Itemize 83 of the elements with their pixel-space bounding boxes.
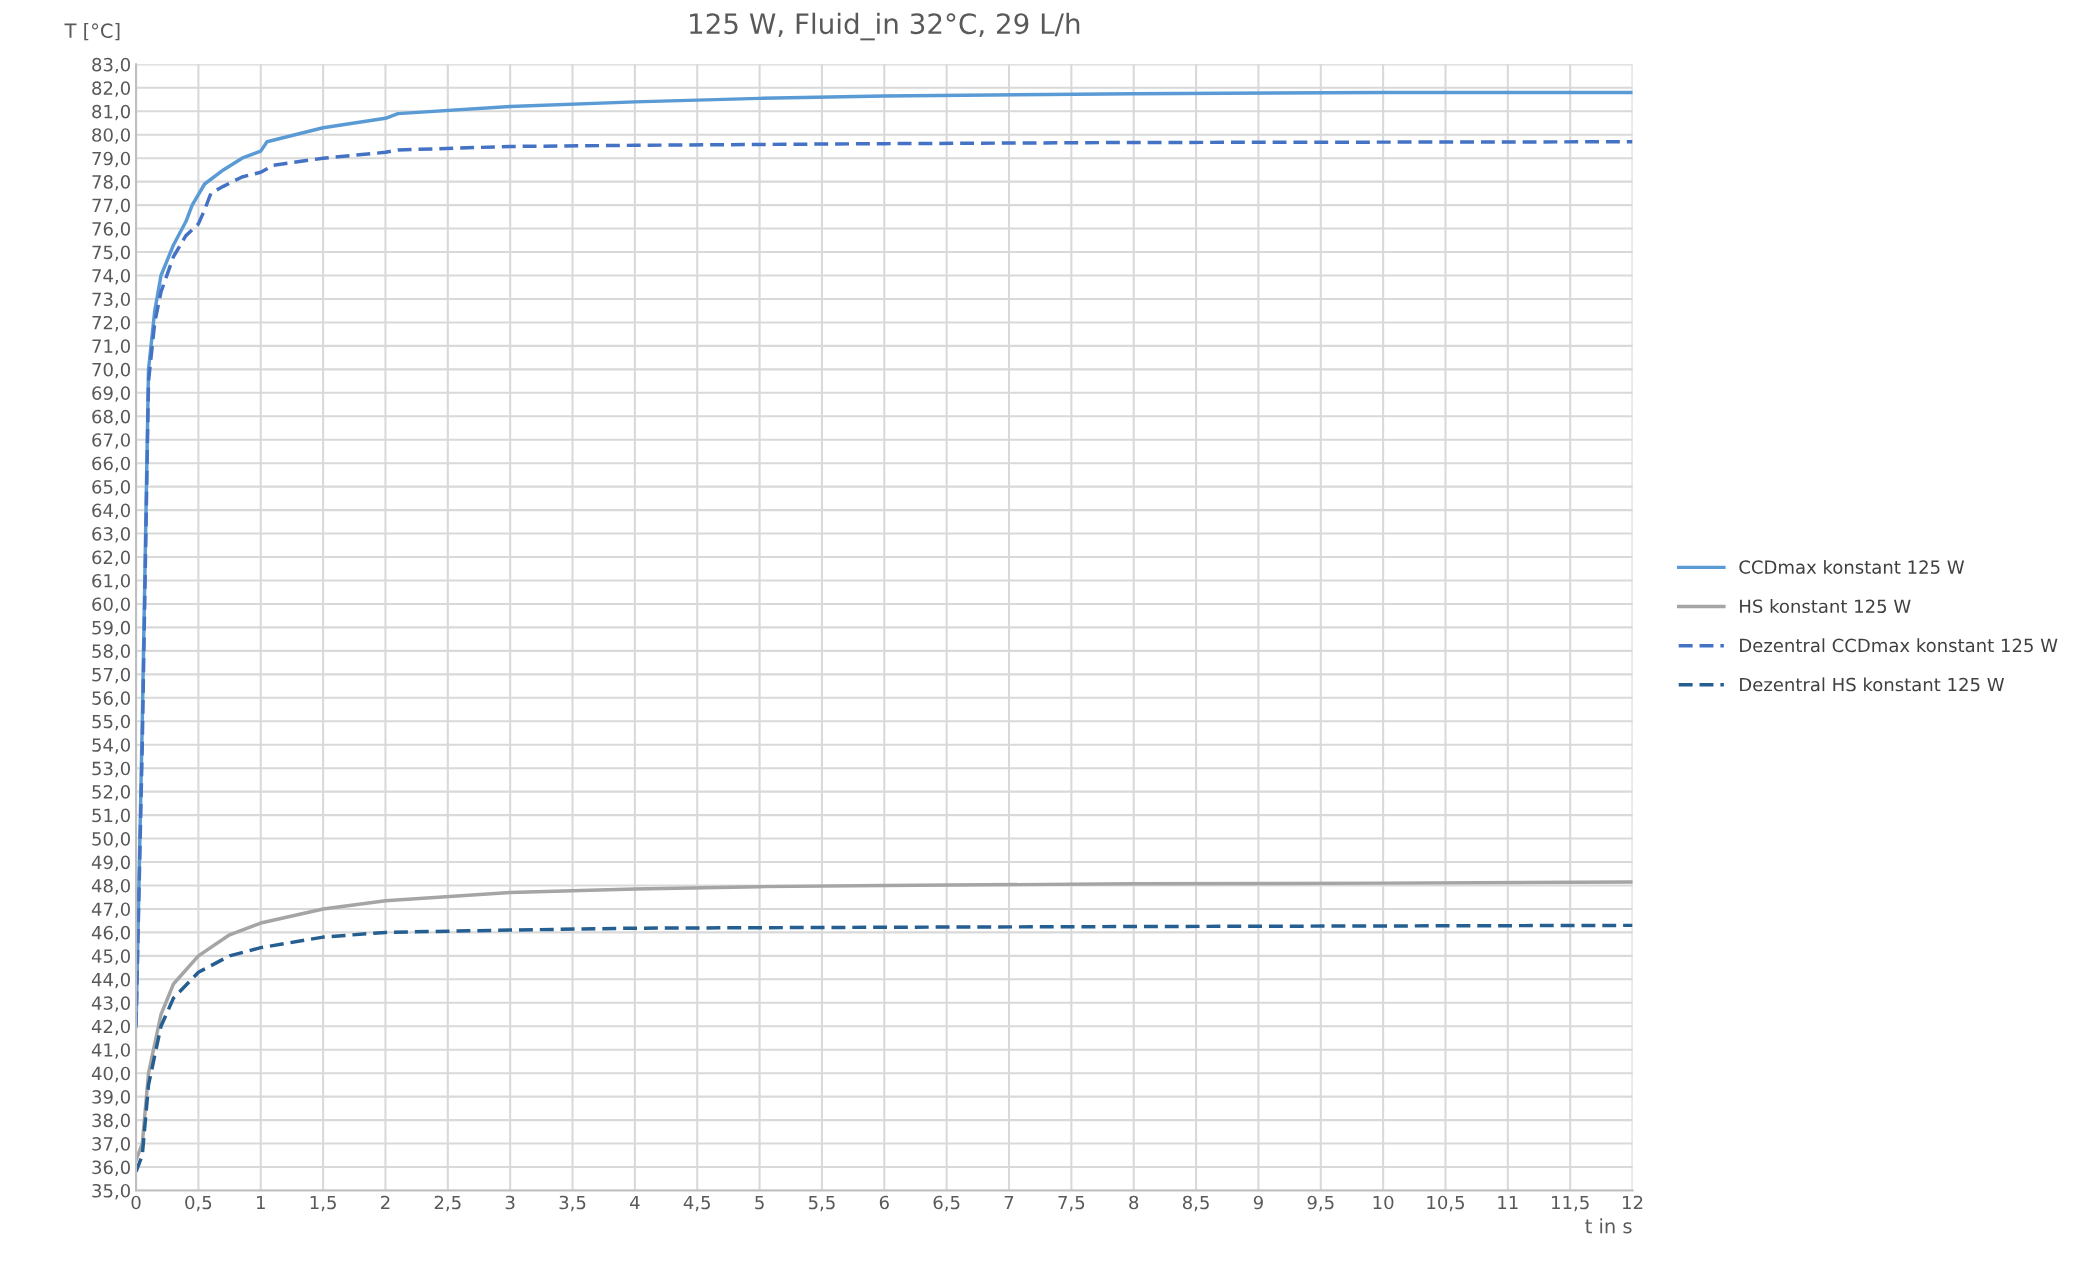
x-tick-label: 7,5	[1058, 1195, 1085, 1212]
y-tick-label: 48,0	[91, 878, 130, 895]
x-tick-label: 5	[755, 1195, 764, 1210]
x-tick-label: 9	[1253, 1195, 1263, 1210]
y-tick-label: 44,0	[91, 972, 130, 989]
y-tick-label: 63,0	[92, 527, 130, 543]
line-series	[136, 880, 1633, 1162]
x-tick-label: 10	[1373, 1195, 1394, 1210]
y-tick-label: 71,0	[92, 339, 130, 355]
legend-label: HS konstant 125 W	[1740, 599, 1911, 614]
line-series	[136, 923, 1633, 1174]
y-tick-label: 38,0	[92, 1113, 130, 1130]
y-tick-label: 49,0	[91, 855, 130, 871]
y-tick-label: 62,0	[92, 550, 130, 566]
x-tick-label: 11,5	[1552, 1195, 1589, 1212]
y-tick-label: 61,0	[92, 573, 130, 590]
y-tick-label: 76,0	[92, 222, 130, 238]
y-tick-label: 83,0	[92, 57, 130, 74]
y-tick-label: 55,0	[92, 714, 130, 731]
x-tick-label: 0	[131, 1195, 141, 1210]
y-tick-label: 45,0	[91, 949, 130, 965]
legend-label: CCDmax konstant 125 W	[1739, 559, 1965, 574]
y-tick-label: 69,0	[92, 386, 130, 402]
y-tick-label: 54,0	[92, 738, 130, 754]
y-tick-label: 81,0	[92, 104, 130, 121]
y-tick-label: 72,0	[92, 315, 130, 332]
y-tick-label: 39,0	[92, 1090, 130, 1106]
y-tick-label: 57,0	[92, 667, 130, 684]
y-tick-label: 78,0	[92, 175, 130, 191]
y-tick-label: 66,0	[92, 456, 130, 473]
x-tick-label: 8,5	[1182, 1195, 1209, 1212]
y-tick-label: 70,0	[92, 362, 130, 379]
y-tick-label: 56,0	[92, 691, 130, 707]
x-tick-label: 2	[381, 1195, 390, 1210]
y-tick-label: 74,0	[92, 268, 130, 285]
x-tick-label: 1,5	[310, 1195, 336, 1212]
x-tick-label: 1	[256, 1195, 265, 1210]
y-tick-label: 41,0	[91, 1043, 130, 1059]
y-tick-label: 46,0	[91, 925, 130, 942]
y-tick-label: 42,0	[91, 1019, 130, 1036]
x-tick-label: 3,5	[559, 1195, 586, 1212]
y-tick-label: 50,0	[92, 832, 130, 848]
x-tick-label: 10,5	[1427, 1195, 1464, 1212]
y-tick-label: 36,0	[92, 1160, 130, 1176]
y-tick-label: 79,0	[92, 151, 130, 168]
y-tick-label: 65,0	[92, 480, 130, 496]
legend-label: Dezentral HS konstant 125 W	[1740, 677, 2005, 692]
x-tick-label: 6,5	[933, 1195, 960, 1212]
y-tick-label: 77,0	[92, 198, 130, 215]
y-tick-label: 59,0	[92, 620, 130, 637]
x-tick-label: 8	[1129, 1195, 1139, 1210]
x-tick-label: 5,5	[808, 1195, 835, 1212]
y-tick-label: 47,0	[91, 902, 130, 918]
x-tick-label: 4,5	[683, 1195, 711, 1212]
y-tick-label: 52,0	[92, 785, 130, 801]
y-tick-label: 80,0	[92, 128, 130, 144]
legend-label: Dezentral CCDmax konstant 125 W	[1740, 638, 2058, 653]
y-tick-label: 58,0	[92, 644, 130, 660]
x-tick-label: 12	[1623, 1195, 1643, 1210]
y-tick-label: 64,0	[92, 503, 130, 520]
x-tick-label: 4	[630, 1195, 640, 1210]
x-tick-label: 3	[505, 1195, 515, 1210]
x-axis-title: t in s	[1585, 1218, 1632, 1234]
y-tick-label: 53,0	[92, 761, 130, 778]
y-tick-label: 82,0	[92, 81, 130, 97]
chart-title: 125 W, Fluid_in 32°C, 29 L/h	[690, 12, 1080, 41]
y-tick-label: 40,0	[91, 1066, 130, 1083]
x-tick-label: 2,5	[434, 1195, 461, 1212]
y-axis-title: T [°C]	[64, 23, 120, 41]
y-tick-label: 60,0	[92, 597, 130, 613]
y-tick-label: 67,0	[92, 433, 130, 449]
y-tick-label: 35,0	[92, 1183, 130, 1200]
x-tick-label: 11	[1498, 1195, 1518, 1210]
x-tick-label: 0,5	[185, 1195, 212, 1212]
y-tick-label: 75,0	[92, 245, 130, 261]
y-tick-label: 51,0	[92, 808, 130, 825]
x-tick-label: 6	[879, 1195, 889, 1210]
x-tick-label: 9,5	[1307, 1195, 1334, 1212]
y-tick-label: 73,0	[92, 292, 130, 308]
x-tick-label: 7	[1004, 1195, 1014, 1210]
y-tick-label: 37,0	[92, 1137, 130, 1153]
y-tick-label: 68,0	[92, 409, 130, 426]
y-tick-label: 43,0	[91, 996, 130, 1012]
